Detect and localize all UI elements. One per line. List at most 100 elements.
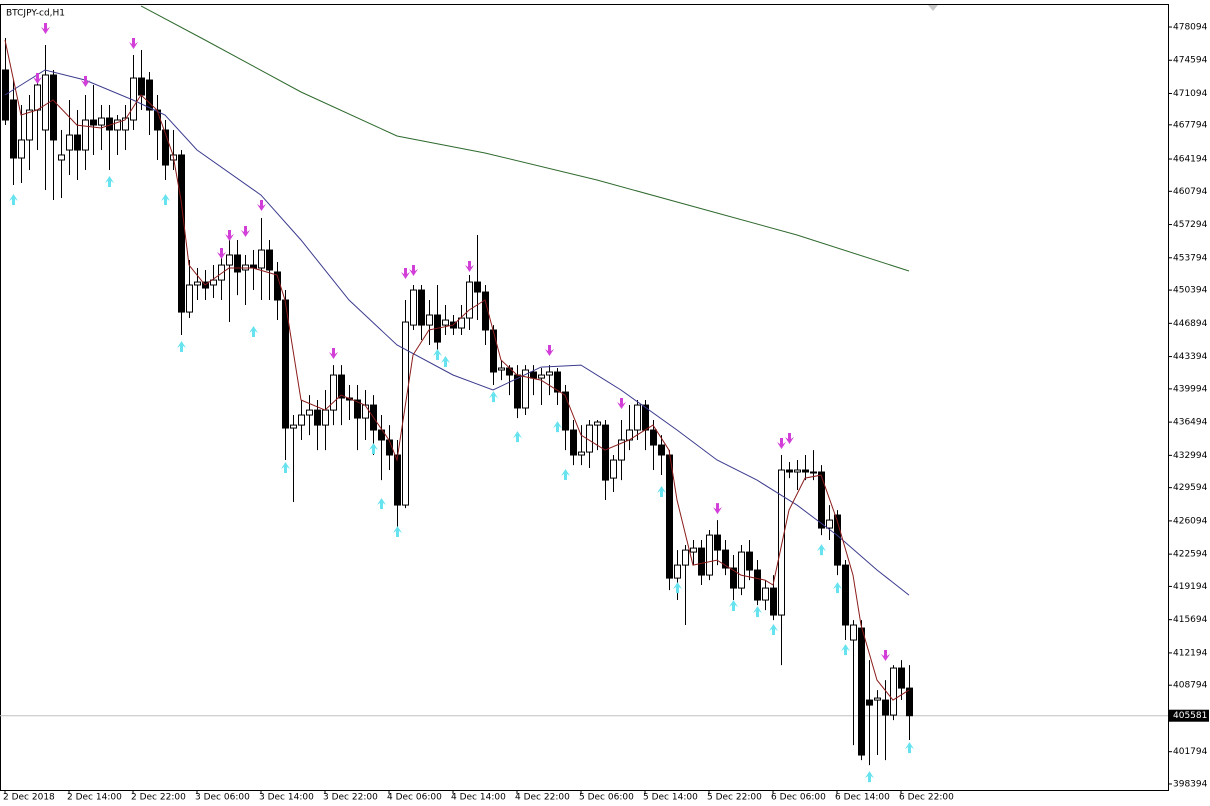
y-tick-label: 422594 xyxy=(1173,550,1208,560)
candle-body xyxy=(34,84,41,111)
candle-body xyxy=(682,549,689,566)
x-tick-label: 4 Dec 22:00 xyxy=(515,793,570,803)
candle-body xyxy=(634,404,641,431)
candle-body xyxy=(138,77,145,96)
down-arrow xyxy=(409,264,418,276)
candle-body xyxy=(498,367,505,371)
candle-body xyxy=(522,369,529,409)
candle-body xyxy=(154,109,161,131)
y-tick-label: 474594 xyxy=(1173,56,1208,66)
x-tick-label: 6 Dec 22:00 xyxy=(899,793,954,803)
x-tick-label: 2 Dec 22:00 xyxy=(131,793,186,803)
candle-body xyxy=(482,291,489,331)
up-arrow xyxy=(561,469,570,481)
x-tick-label: 2 Dec 14:00 xyxy=(67,793,122,803)
candle-body xyxy=(490,329,497,373)
candle-body xyxy=(770,587,777,616)
candle-body xyxy=(850,624,857,641)
x-tick-label: 5 Dec 22:00 xyxy=(707,793,762,803)
down-arrow xyxy=(545,345,554,357)
y-tick-label: 436494 xyxy=(1173,418,1208,428)
candle-body xyxy=(338,374,345,399)
candle-body xyxy=(722,549,729,569)
up-arrow xyxy=(489,391,498,403)
down-arrow xyxy=(41,22,50,34)
candle-body xyxy=(18,139,25,159)
up-arrow xyxy=(161,193,170,205)
candle-body xyxy=(362,404,369,419)
candle-body xyxy=(842,564,849,626)
candle-body xyxy=(226,254,233,266)
candle-body xyxy=(458,317,465,329)
candle-body xyxy=(354,399,361,419)
candle-body xyxy=(594,421,601,426)
y-tick-label: 415694 xyxy=(1173,615,1208,625)
candle-body xyxy=(410,289,417,326)
candle-body xyxy=(82,119,89,151)
up-arrow xyxy=(553,421,562,433)
candle-body xyxy=(698,547,705,576)
up-arrow xyxy=(513,431,522,443)
candle-body xyxy=(690,547,697,553)
candle-body xyxy=(866,699,873,706)
up-arrow xyxy=(177,341,186,353)
x-tick-label: 5 Dec 14:00 xyxy=(643,793,698,803)
ma-line xyxy=(4,39,910,701)
candle-body xyxy=(810,471,817,474)
candle-body xyxy=(530,371,537,379)
x-tick-label: 5 Dec 06:00 xyxy=(579,793,634,803)
y-tick-label: 457294 xyxy=(1173,220,1208,230)
up-arrow xyxy=(769,624,778,636)
x-tick-label: 3 Dec 06:00 xyxy=(195,793,250,803)
candle-body xyxy=(322,409,329,426)
candle-body xyxy=(74,134,81,151)
candle-body xyxy=(378,429,385,441)
candle-body xyxy=(426,314,433,326)
y-tick-label: 408794 xyxy=(1173,681,1208,691)
candle-body xyxy=(298,414,305,426)
down-arrow xyxy=(33,73,42,85)
down-arrow xyxy=(129,37,138,49)
candle-body xyxy=(330,374,337,411)
candle-body xyxy=(42,74,49,131)
up-arrow xyxy=(865,771,874,783)
shift-marker xyxy=(928,5,938,11)
plot-frame xyxy=(0,4,1169,791)
candle-body xyxy=(874,697,881,701)
ma-line xyxy=(4,69,910,596)
candle-body xyxy=(98,117,105,126)
candle-body xyxy=(234,254,241,273)
y-tick-label: 443394 xyxy=(1173,352,1208,362)
candle-body xyxy=(562,391,569,431)
candle-body xyxy=(178,154,185,313)
candle-body xyxy=(650,429,657,446)
candle-body xyxy=(402,321,409,506)
up-arrow xyxy=(833,582,842,594)
x-tick-label: 6 Dec 06:00 xyxy=(771,793,826,803)
candle-body xyxy=(306,409,313,416)
candle-body xyxy=(26,109,33,141)
y-tick-label: 419194 xyxy=(1173,582,1208,592)
candle-body xyxy=(194,281,201,286)
candle-body xyxy=(114,119,121,131)
candle-body xyxy=(762,587,769,601)
candle-body xyxy=(674,564,681,579)
down-arrow xyxy=(81,75,90,87)
candle-body xyxy=(578,451,585,456)
candle-body xyxy=(418,289,425,326)
candle-body xyxy=(882,699,889,716)
candle-body xyxy=(794,469,801,473)
candle-body xyxy=(826,519,833,529)
down-arrow xyxy=(785,433,794,445)
candle-body xyxy=(754,569,761,601)
up-arrow xyxy=(841,644,850,656)
candle-body xyxy=(738,551,745,589)
candle-body xyxy=(898,667,905,689)
up-arrow xyxy=(105,176,114,188)
candle-body xyxy=(90,119,97,126)
candle-body xyxy=(818,471,825,529)
y-tick-label: 464194 xyxy=(1173,155,1208,165)
y-tick-label: 426094 xyxy=(1173,516,1208,526)
candle-body xyxy=(730,567,737,589)
